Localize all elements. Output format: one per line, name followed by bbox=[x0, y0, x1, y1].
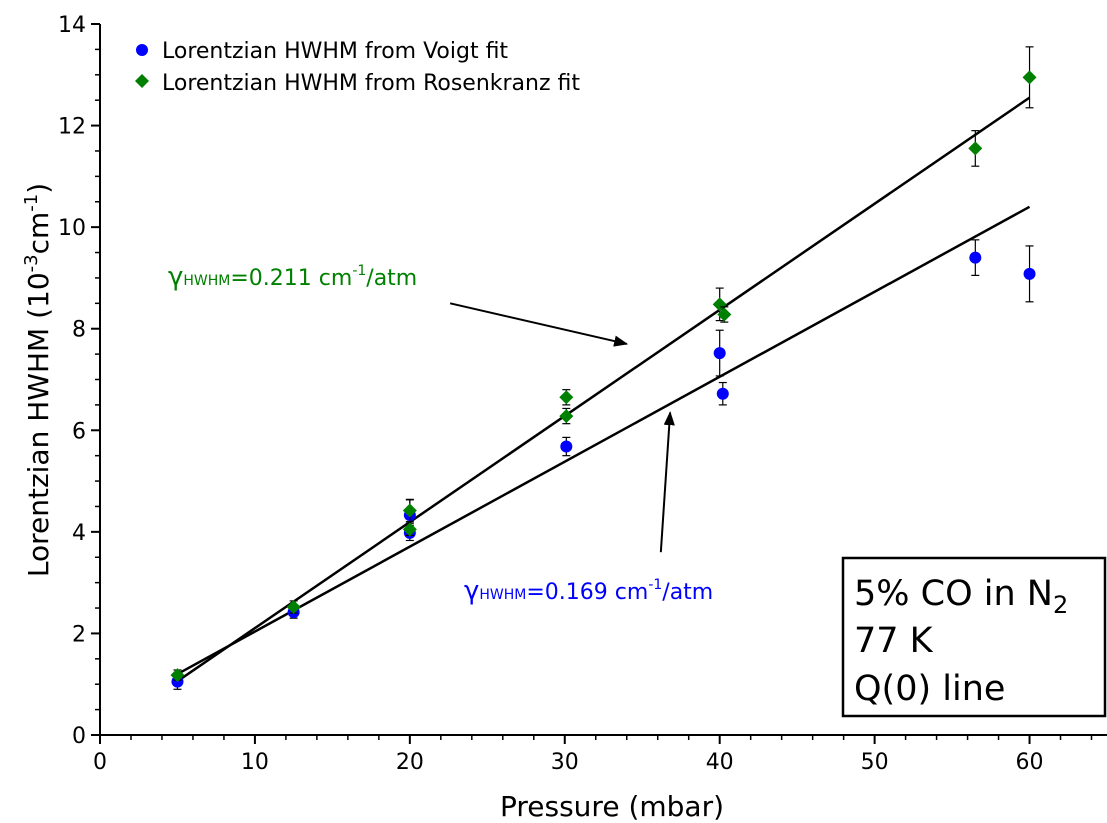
y-axis-title: Lorentzian HWHM (10-3cm-1) bbox=[21, 183, 55, 577]
y-axis-ticks: 0 2 4 6 8 10 12 14 bbox=[58, 13, 100, 749]
annotation-voigt-label: γHWHM=0.169 cm-1/atm bbox=[464, 576, 713, 606]
data-point bbox=[968, 141, 983, 156]
x-tick-label: 20 bbox=[396, 750, 424, 775]
data-point bbox=[402, 503, 417, 518]
x-tick-label: 30 bbox=[551, 750, 579, 775]
data-point bbox=[170, 668, 185, 683]
data-point bbox=[560, 440, 573, 453]
info-box-line2: 77 K bbox=[854, 621, 934, 661]
fit-line-1 bbox=[176, 205, 1031, 676]
info-box: 5% CO in N2 77 K Q(0) line bbox=[841, 556, 1107, 718]
x-tick-label: 40 bbox=[706, 750, 734, 775]
data-point bbox=[716, 387, 729, 400]
y-tick-label: 8 bbox=[72, 318, 86, 343]
series-layer bbox=[170, 46, 1037, 690]
legend-voigt-marker bbox=[136, 44, 148, 56]
annotation-rosenkranz-label: γHWHM=0.211 cm-1/atm bbox=[168, 262, 417, 292]
x-tick-label: 60 bbox=[1016, 750, 1044, 775]
x-axis-title: Pressure (mbar) bbox=[500, 790, 724, 823]
info-box-frame bbox=[841, 556, 1107, 718]
info-box-line3: Q(0) line bbox=[854, 669, 1005, 709]
legend-rosenkranz-label: Lorentzian HWHM from Rosenkranz fit bbox=[162, 71, 580, 96]
x-axis-ticks: 0 10 20 30 40 50 60 bbox=[93, 735, 1093, 775]
data-point bbox=[1023, 267, 1036, 280]
x-tick-label: 10 bbox=[241, 750, 269, 775]
legend: Lorentzian HWHM from Voigt fit Lorentzia… bbox=[135, 39, 580, 96]
data-point bbox=[717, 307, 732, 322]
legend-rosenkranz-marker bbox=[135, 74, 149, 88]
data-point bbox=[402, 522, 417, 537]
y-tick-label: 14 bbox=[58, 13, 86, 38]
fit-line-0 bbox=[176, 96, 1031, 683]
data-point bbox=[713, 347, 726, 360]
data-point bbox=[1022, 70, 1037, 85]
data-point bbox=[559, 409, 574, 424]
data-point bbox=[286, 600, 301, 615]
y-tick-label: 2 bbox=[72, 622, 86, 647]
y-tick-label: 6 bbox=[72, 419, 86, 444]
y-tick-label: 0 bbox=[72, 724, 86, 749]
annotation-voigt-arrow bbox=[659, 411, 675, 553]
data-point bbox=[559, 390, 574, 405]
annotation-rosenkranz-arrow bbox=[449, 302, 629, 347]
data-point bbox=[712, 297, 727, 312]
y-tick-label: 12 bbox=[58, 115, 86, 140]
y-tick-label: 10 bbox=[58, 216, 86, 241]
legend-voigt-label: Lorentzian HWHM from Voigt fit bbox=[162, 39, 508, 64]
y-tick-label: 4 bbox=[72, 521, 86, 546]
info-box-line1: 5% CO in N2 bbox=[854, 574, 1068, 619]
x-tick-label: 50 bbox=[861, 750, 889, 775]
data-point bbox=[969, 251, 982, 264]
series-1 bbox=[170, 46, 1037, 683]
x-tick-label: 0 bbox=[93, 750, 107, 775]
fit-lines bbox=[176, 96, 1031, 683]
